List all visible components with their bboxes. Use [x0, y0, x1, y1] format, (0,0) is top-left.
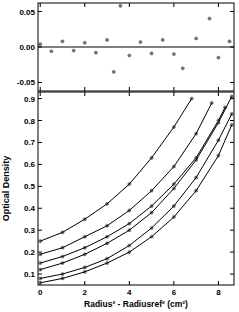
x-tick	[218, 92, 219, 96]
y-tick-label: 0.9	[24, 95, 36, 104]
x-tick	[129, 3, 130, 7]
point	[105, 38, 108, 41]
x-axis-label: Radius² - Radiusref² (cm²)	[84, 299, 188, 309]
y-tick	[230, 186, 234, 187]
y-tick	[38, 230, 42, 231]
x-tick	[40, 3, 41, 7]
y-tick	[230, 230, 234, 231]
point	[128, 54, 131, 57]
y-tick	[38, 120, 42, 121]
y-tick-label: 0.5	[24, 182, 36, 191]
x-tick-label: 0	[38, 288, 43, 297]
y-tick-label: 0.05	[19, 8, 35, 17]
chart: -0.05 0.00 0.05 0.1 0.2 0.3 0.4 0.5 0.6 0.7 0.8 0.9…	[0, 0, 239, 312]
y-tick	[38, 142, 42, 143]
x-tick	[129, 92, 130, 96]
x-tick	[84, 3, 85, 7]
x-tick	[218, 281, 219, 285]
point	[228, 40, 231, 43]
point	[172, 52, 175, 55]
point	[112, 70, 115, 73]
y-tick	[38, 164, 42, 165]
frame	[38, 92, 234, 285]
point	[83, 41, 86, 44]
y-tick-label: 0.3	[24, 226, 36, 235]
point	[61, 40, 64, 43]
y-tick	[38, 252, 42, 253]
y-tick-label: 0.00	[19, 43, 35, 52]
x-tick	[84, 92, 85, 96]
y-tick	[230, 208, 234, 209]
fit-line	[40, 114, 232, 278]
y-tick	[230, 164, 234, 165]
y-tick	[230, 142, 234, 143]
point	[94, 51, 97, 54]
y-tick-label: 0.1	[24, 270, 36, 279]
y-tick	[38, 98, 42, 99]
point	[150, 52, 153, 55]
point	[217, 56, 220, 59]
y-axis-label: Optical Density	[1, 156, 11, 222]
y-tick	[38, 82, 42, 83]
x-tick-label: 6	[172, 288, 177, 297]
y-tick-label: 0.7	[24, 138, 36, 147]
point	[139, 40, 142, 43]
y-tick-label: 0.6	[24, 160, 36, 169]
point	[72, 49, 75, 52]
point	[50, 50, 53, 53]
point	[208, 17, 211, 20]
x-tick-label: 2	[83, 288, 88, 297]
y-tick	[230, 274, 234, 275]
x-tick	[173, 87, 174, 91]
plot-data	[39, 95, 234, 285]
fit-line	[40, 107, 225, 263]
x-tick	[129, 281, 130, 285]
y-tick-label: 0.8	[24, 117, 36, 126]
y-tick	[230, 11, 234, 12]
zero-line	[38, 47, 234, 48]
x-tick-label: 8	[216, 288, 221, 297]
frame	[38, 3, 234, 91]
x-tick	[84, 281, 85, 285]
point	[195, 37, 198, 40]
x-tick	[218, 87, 219, 91]
x-tick	[173, 3, 174, 7]
panel-0: -0.05 0.00 0.05	[17, 3, 234, 91]
y-tick	[230, 82, 234, 83]
y-tick	[38, 186, 42, 187]
x-tick	[40, 92, 41, 96]
point	[161, 38, 164, 41]
plot-data	[39, 4, 232, 73]
y-tick	[230, 252, 234, 253]
y-tick-label: -0.05	[17, 78, 36, 87]
y-tick	[38, 11, 42, 12]
x-tick	[173, 281, 174, 285]
y-tick-label: 0.4	[24, 204, 36, 213]
x-tick	[40, 87, 41, 91]
point	[181, 67, 184, 70]
point	[119, 4, 122, 7]
y-tick-label: 0.2	[24, 248, 36, 257]
x-tick	[129, 87, 130, 91]
x-tick	[84, 87, 85, 91]
y-tick	[230, 120, 234, 121]
x-tick	[173, 92, 174, 96]
fit-line	[40, 96, 232, 269]
y-tick	[38, 208, 42, 209]
fit-line	[40, 125, 232, 283]
x-tick	[218, 3, 219, 7]
panel-1: 0.1 0.2 0.3 0.4 0.5 0.6 0.7 0.8 0.9 0 2 4 6 8 Radius² …	[1, 92, 234, 309]
x-tick-label: 4	[127, 288, 132, 297]
y-tick	[38, 274, 42, 275]
point	[39, 43, 42, 46]
